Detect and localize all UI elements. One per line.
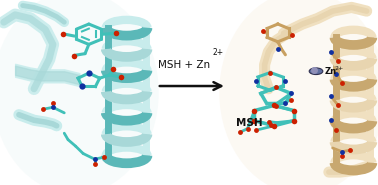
Text: 2+: 2+: [334, 66, 343, 71]
Text: Zn: Zn: [324, 67, 336, 76]
Text: MSH: MSH: [236, 118, 263, 128]
Text: 2+: 2+: [212, 48, 224, 57]
Ellipse shape: [0, 0, 159, 185]
Text: MSH + Zn: MSH + Zn: [158, 60, 210, 70]
Circle shape: [309, 68, 323, 75]
Ellipse shape: [219, 0, 378, 185]
